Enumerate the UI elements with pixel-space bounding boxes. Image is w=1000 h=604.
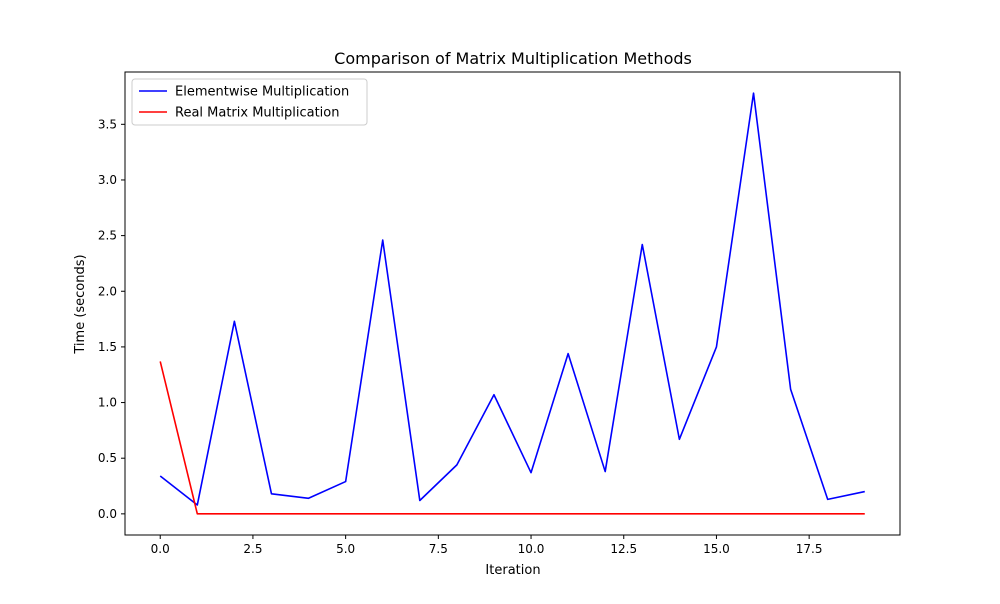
x-axis-ticks: 0.0 2.5 5.0 7.5 10.0 12.5 15.0 17.5: [151, 535, 823, 556]
x-tick-label: 10.0: [518, 542, 545, 556]
series-lines: [159, 92, 865, 515]
x-tick-label: 17.5: [796, 542, 823, 556]
x-tick-label: 0.0: [151, 542, 170, 556]
x-tick-label: 5.0: [336, 542, 355, 556]
y-tick-label: 0.0: [98, 507, 117, 521]
y-axis-ticks: 0.0 0.5 1.0 1.5 2.0 2.5 3.0 3.5: [98, 117, 125, 521]
x-tick-label: 2.5: [243, 542, 262, 556]
x-axis-label: Iteration: [485, 563, 540, 578]
axes: 0.0 2.5 5.0 7.5 10.0 12.5 15.0 17.5 0.0 0.5 1.0 1.…: [98, 71, 901, 556]
x-tick-label: 12.5: [610, 542, 637, 556]
y-tick-label: 2.5: [98, 229, 117, 243]
x-tick-label: 7.5: [429, 542, 448, 556]
legend: Elementwise Multiplication Real Matrix Mu…: [131, 78, 368, 126]
y-tick-label: 3.0: [98, 173, 117, 187]
legend-label: Real Matrix Multiplication: [175, 106, 340, 121]
legend-label: Elementwise Multiplication: [175, 85, 349, 100]
chart-title: Comparison of Matrix Multiplication Meth…: [334, 49, 692, 68]
series-line-elementwise: [159, 92, 865, 506]
series-line-real-matrix: [159, 361, 865, 515]
y-axis-label: Time (seconds): [73, 254, 88, 354]
y-tick-label: 1.0: [98, 396, 117, 410]
y-tick-label: 1.5: [98, 340, 117, 354]
plot-frame: [124, 71, 901, 536]
y-tick-label: 3.5: [98, 117, 117, 131]
y-tick-label: 0.5: [98, 451, 117, 465]
x-tick-label: 15.0: [703, 542, 730, 556]
legend-box: [131, 78, 368, 126]
y-tick-label: 2.0: [98, 284, 117, 298]
